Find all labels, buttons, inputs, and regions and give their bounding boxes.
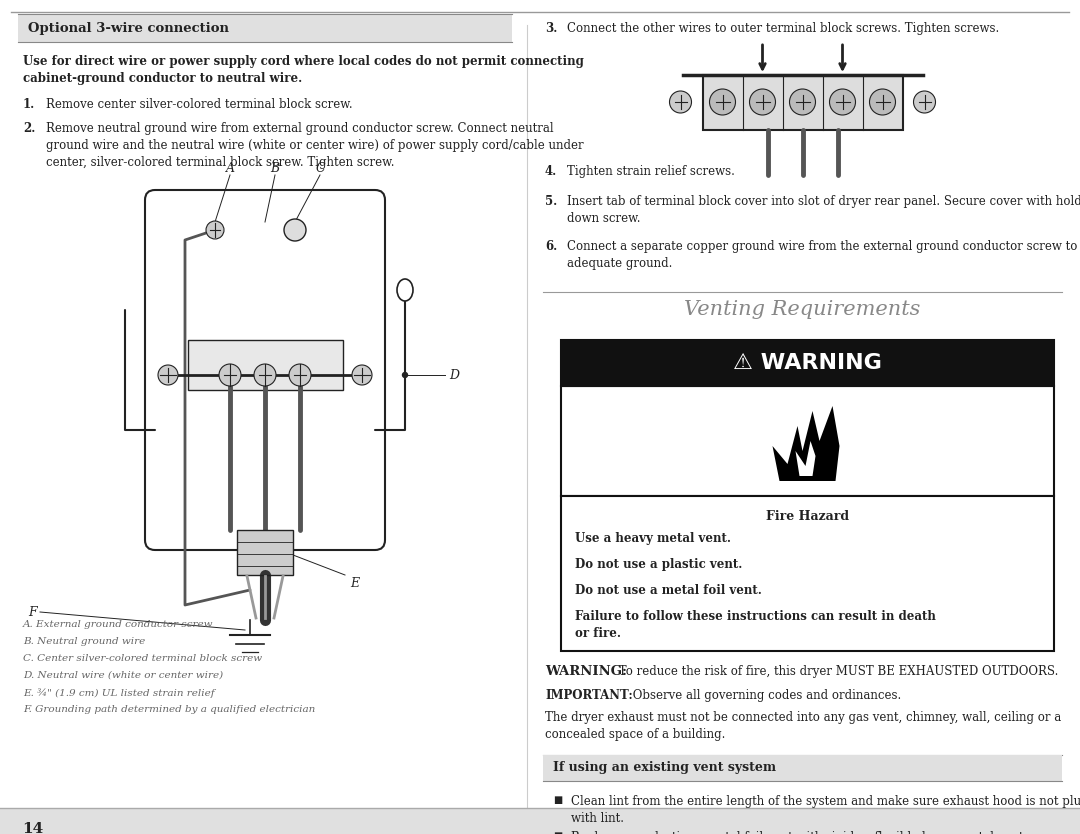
Bar bbox=[237, 530, 293, 575]
Ellipse shape bbox=[869, 89, 895, 115]
Bar bbox=[188, 340, 343, 390]
Text: A: A bbox=[226, 162, 234, 175]
Text: E. ¾" (1.9 cm) UL listed strain relief: E. ¾" (1.9 cm) UL listed strain relief bbox=[23, 688, 215, 698]
Text: Connect the other wires to outer terminal block screws. Tighten screws.: Connect the other wires to outer termina… bbox=[567, 22, 999, 35]
FancyBboxPatch shape bbox=[145, 190, 384, 550]
Text: 6.: 6. bbox=[545, 240, 557, 253]
Text: Tighten strain relief screws.: Tighten strain relief screws. bbox=[567, 165, 734, 178]
Text: B: B bbox=[270, 162, 280, 175]
Bar bbox=[561, 386, 1054, 496]
Text: Failure to follow these instructions can result in death
or fire.: Failure to follow these instructions can… bbox=[575, 610, 936, 640]
Bar bbox=[18, 14, 512, 42]
Ellipse shape bbox=[206, 221, 224, 239]
Ellipse shape bbox=[750, 89, 775, 115]
Circle shape bbox=[403, 373, 407, 378]
Ellipse shape bbox=[789, 89, 815, 115]
Text: To reduce the risk of fire, this dryer MUST BE EXHAUSTED OUTDOORS.: To reduce the risk of fire, this dryer M… bbox=[615, 665, 1058, 678]
Text: B. Neutral ground wire: B. Neutral ground wire bbox=[23, 637, 145, 646]
Ellipse shape bbox=[914, 91, 935, 113]
Bar bbox=[561, 496, 1054, 651]
Text: The dryer exhaust must not be connected into any gas vent, chimney, wall, ceilin: The dryer exhaust must not be connected … bbox=[545, 711, 1062, 741]
Ellipse shape bbox=[289, 364, 311, 386]
Text: Venting Requirements: Venting Requirements bbox=[685, 300, 920, 319]
Ellipse shape bbox=[670, 91, 691, 113]
Text: A. External ground conductor screw: A. External ground conductor screw bbox=[23, 620, 214, 629]
Text: Optional 3-wire connection: Optional 3-wire connection bbox=[28, 22, 229, 34]
Text: Replace any plastic or metal foil vent with rigid or flexible heavy metal vent.: Replace any plastic or metal foil vent w… bbox=[571, 831, 1027, 834]
Ellipse shape bbox=[397, 279, 413, 301]
Text: Observe all governing codes and ordinances.: Observe all governing codes and ordinanc… bbox=[629, 689, 901, 702]
Polygon shape bbox=[796, 441, 815, 476]
Text: Fire Hazard: Fire Hazard bbox=[766, 510, 849, 523]
Text: Use for direct wire or power supply cord where local codes do not permit connect: Use for direct wire or power supply cord… bbox=[23, 55, 584, 85]
Ellipse shape bbox=[158, 365, 178, 385]
Text: Remove neutral ground wire from external ground conductor screw. Connect neutral: Remove neutral ground wire from external… bbox=[46, 122, 583, 169]
Text: D: D bbox=[449, 369, 459, 381]
Ellipse shape bbox=[254, 364, 276, 386]
Text: F: F bbox=[28, 605, 37, 619]
Ellipse shape bbox=[284, 219, 306, 241]
Text: ⚠ WARNING: ⚠ WARNING bbox=[733, 353, 882, 373]
Text: 3.: 3. bbox=[545, 22, 557, 35]
Text: Connect a separate copper ground wire from the external ground conductor screw t: Connect a separate copper ground wire fr… bbox=[567, 240, 1080, 270]
Text: If using an existing vent system: If using an existing vent system bbox=[553, 761, 777, 775]
Text: Use a heavy metal vent.: Use a heavy metal vent. bbox=[575, 532, 731, 545]
Text: 5.: 5. bbox=[545, 195, 557, 208]
Bar bbox=[0, 808, 1080, 834]
Text: E: E bbox=[350, 577, 360, 590]
Text: Insert tab of terminal block cover into slot of dryer rear panel. Secure cover w: Insert tab of terminal block cover into … bbox=[567, 195, 1080, 225]
Text: Remove center silver-colored terminal block screw.: Remove center silver-colored terminal bl… bbox=[46, 98, 353, 111]
Bar bbox=[702, 75, 903, 130]
Text: 1.: 1. bbox=[23, 98, 36, 111]
Polygon shape bbox=[772, 406, 839, 481]
Text: Clean lint from the entire length of the system and make sure exhaust hood is no: Clean lint from the entire length of the… bbox=[571, 795, 1080, 825]
Text: C: C bbox=[315, 162, 325, 175]
Ellipse shape bbox=[710, 89, 735, 115]
Text: D. Neutral wire (white or center wire): D. Neutral wire (white or center wire) bbox=[23, 671, 224, 680]
Text: 14: 14 bbox=[22, 822, 43, 834]
Text: Do not use a metal foil vent.: Do not use a metal foil vent. bbox=[575, 584, 761, 597]
Text: ■: ■ bbox=[553, 831, 563, 834]
Text: 4.: 4. bbox=[545, 165, 557, 178]
Text: 2.: 2. bbox=[23, 122, 36, 135]
Text: Do not use a plastic vent.: Do not use a plastic vent. bbox=[575, 558, 742, 571]
Text: F. Grounding path determined by a qualified electrician: F. Grounding path determined by a qualif… bbox=[23, 705, 315, 714]
Text: ■: ■ bbox=[553, 795, 563, 805]
Text: C. Center silver-colored terminal block screw: C. Center silver-colored terminal block … bbox=[23, 654, 262, 663]
Ellipse shape bbox=[219, 364, 241, 386]
Text: IMPORTANT:: IMPORTANT: bbox=[545, 689, 633, 702]
Ellipse shape bbox=[352, 365, 372, 385]
Bar bbox=[543, 755, 1062, 781]
Ellipse shape bbox=[829, 89, 855, 115]
Text: WARNING:: WARNING: bbox=[545, 665, 627, 678]
Bar bbox=[561, 340, 1054, 386]
